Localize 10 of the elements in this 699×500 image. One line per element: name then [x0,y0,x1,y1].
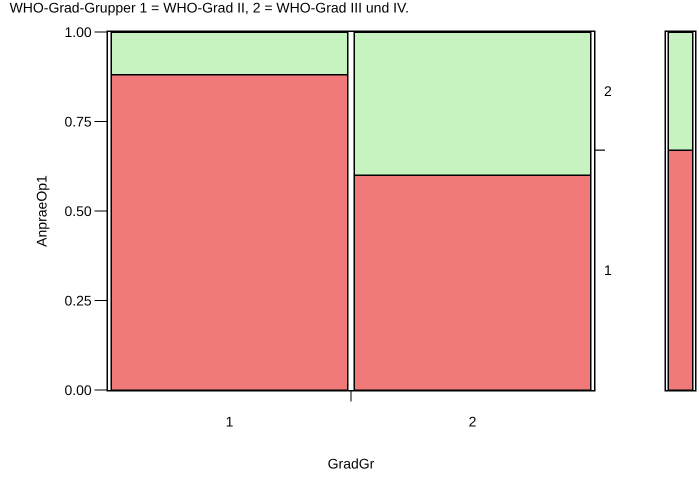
y-tick-label: 0.25 [64,292,92,308]
chart-title: WHO-Grad-Grupper 1 = WHO-Grad II, 2 = WHO-Grad III und IV. [10,0,409,16]
y-tick-label: 0.50 [64,202,92,219]
series-label: 2 [604,83,612,99]
y-tick-label: 0.75 [64,113,92,130]
x-axis-title: GradGr [328,455,375,472]
y-tick-label: 0.00 [64,382,92,398]
y-tick-label: 1.00 [64,24,92,40]
y-axis-title: AnpraeOp1 [33,174,50,247]
series-label: 1 [604,262,612,278]
